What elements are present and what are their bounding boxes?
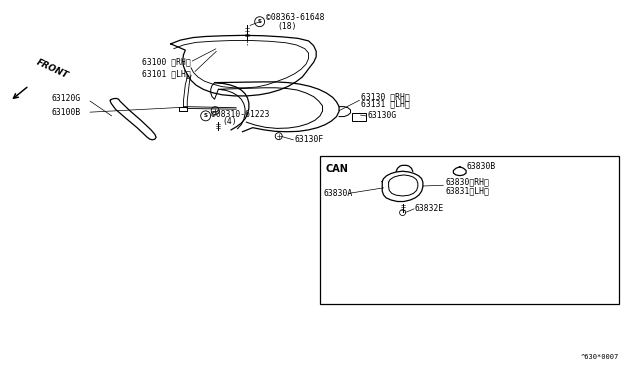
Text: 63100 〈RH〉: 63100 〈RH〉 (142, 58, 191, 67)
Text: 63100B: 63100B (52, 108, 81, 117)
Text: 63830〈RH〉: 63830〈RH〉 (446, 178, 490, 187)
Text: 63120G: 63120G (52, 94, 81, 103)
Bar (320, 157, 618, 304)
Text: (4): (4) (222, 117, 237, 126)
Text: CAN: CAN (326, 164, 349, 174)
Text: 63831〈LH〉: 63831〈LH〉 (446, 186, 490, 195)
Text: S: S (204, 113, 207, 118)
Text: 63830B: 63830B (466, 162, 495, 171)
Text: 63832E: 63832E (414, 204, 444, 214)
Text: (18): (18) (278, 22, 297, 31)
Text: ©08363-61648: ©08363-61648 (266, 13, 324, 22)
Text: 63101 〈LH〉: 63101 〈LH〉 (142, 69, 191, 78)
Text: 63130 〈RH〉: 63130 〈RH〉 (362, 92, 410, 101)
Text: ©08310-61223: ©08310-61223 (211, 110, 269, 119)
Bar (353, 113, 366, 121)
Text: S: S (258, 19, 262, 24)
Text: 63130G: 63130G (367, 111, 397, 121)
Text: 63830A: 63830A (323, 189, 353, 198)
Text: ^630*0007: ^630*0007 (580, 353, 618, 359)
Text: 63130F: 63130F (294, 135, 324, 144)
Text: 63131 〈LH〉: 63131 〈LH〉 (362, 100, 410, 109)
Text: FRONT: FRONT (35, 57, 70, 80)
